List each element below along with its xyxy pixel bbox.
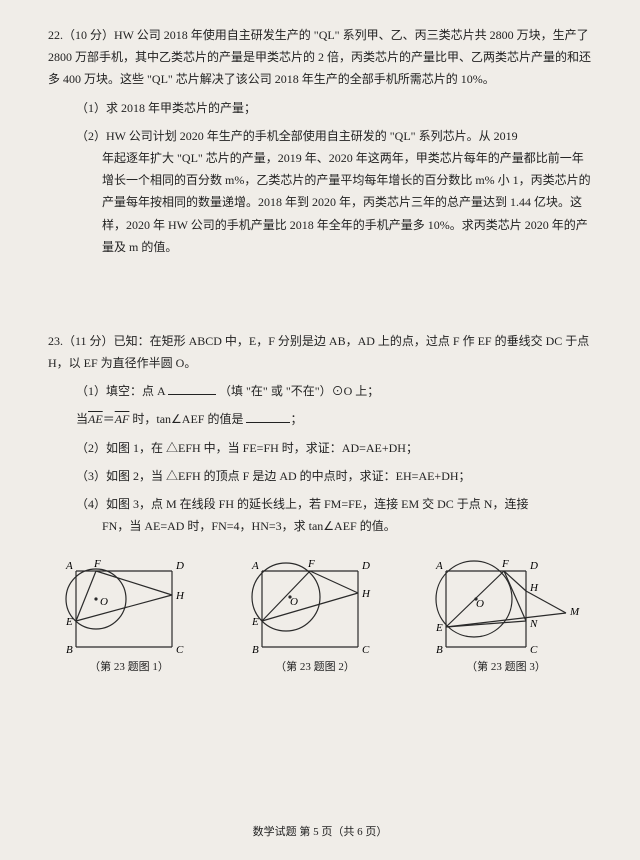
q23-head: 23.（11 分）已知：在矩形 ABCD 中，E，F 分别是边 AB，AD 上的… [48, 330, 592, 374]
svg-text:C: C [530, 644, 538, 655]
figure-row: AFDHOEBC （第 23 题图 1） AFDHOEBC （第 23 题图 2… [48, 555, 592, 677]
svg-text:H: H [175, 590, 185, 602]
arc-ae: AE [88, 412, 103, 426]
q23-part3: （3）如图 2，当 △EFH 的顶点 F 是边 AD 的中点时，求证：EH=AE… [48, 465, 592, 487]
svg-text:O: O [290, 596, 298, 608]
svg-text:D: D [361, 560, 370, 572]
q22-head-text: HW 公司 2018 年使用自主研发生产的 "QL" 系列甲、乙、丙三类芯片共 … [48, 28, 591, 86]
figure-1-col: A F D H O E B C （第 23 题图 1） [54, 555, 204, 677]
q22-number: 22. [48, 28, 63, 42]
figure-1: A F D H O E B C [54, 555, 204, 655]
q22-part2-body: 年起逐年扩大 "QL" 芯片的产量，2019 年、2020 年这两年，甲类芯片每… [48, 147, 592, 258]
q23-p1b: （填 "在" 或 "不在"）⊙O 上； [219, 384, 379, 398]
q23-part4a: （4）如图 3，点 M 在线段 FH 的延长线上，若 FM=FE，连接 EM 交… [48, 493, 592, 515]
svg-text:M: M [569, 606, 580, 618]
svg-text:F: F [93, 558, 101, 570]
q23-points: （11 分） [63, 334, 114, 348]
svg-text:E: E [435, 622, 443, 634]
figure-2-caption: （第 23 题图 2） [275, 657, 355, 677]
q23-part4b: FN，当 AE=AD 时，FN=4，HN=3，求 tan∠AEF 的值。 [48, 515, 592, 537]
svg-text:A: A [435, 560, 443, 572]
problem-23: 23.（11 分）已知：在矩形 ABCD 中，E，F 分别是边 AB，AD 上的… [48, 330, 592, 678]
svg-text:F: F [501, 558, 509, 570]
svg-text:F: F [307, 558, 315, 570]
q23-arc-line: 当AE＝AF 时，tan∠AEF 的值是 ； [48, 408, 592, 430]
page-footer: 数学试题 第 5 页（共 6 页） [0, 822, 640, 842]
svg-text:D: D [175, 560, 184, 572]
q23-head-text: 已知：在矩形 ABCD 中，E，F 分别是边 AB，AD 上的点，过点 F 作 … [48, 334, 589, 370]
figure-2-col: A F D H O E B C （第 23 题图 2） [240, 555, 390, 677]
q23-part1: （1）填空：点 A （填 "在" 或 "不在"）⊙O 上； [48, 380, 592, 402]
q22-head: 22.（10 分）HW 公司 2018 年使用自主研发生产的 "QL" 系列甲、… [48, 24, 592, 91]
svg-text:A: A [65, 560, 73, 572]
arc-c: ； [290, 412, 302, 426]
q23-number: 23. [48, 334, 63, 348]
svg-text:H: H [361, 588, 371, 600]
problem-22: 22.（10 分）HW 公司 2018 年使用自主研发生产的 "QL" 系列甲、… [48, 24, 592, 258]
q23-p1a: （1）填空：点 A [76, 384, 165, 398]
svg-text:B: B [66, 644, 73, 655]
svg-text:O: O [100, 596, 108, 608]
arc-b: 时，tan∠AEF 的值是 [129, 412, 243, 426]
blank-2 [246, 409, 290, 423]
figure-1-caption: （第 23 题图 1） [89, 657, 169, 677]
q22-part2-lead: （2）HW 公司计划 2020 年生产的手机全部使用自主研发的 "QL" 系列芯… [48, 125, 592, 147]
svg-text:H: H [529, 582, 539, 594]
svg-text:E: E [65, 616, 73, 628]
svg-text:A: A [251, 560, 259, 572]
figure-2: A F D H O E B C [240, 555, 390, 655]
q22-part1: （1）求 2018 年甲类芯片的产量； [48, 97, 592, 119]
q22-points: （10 分） [63, 28, 114, 42]
svg-text:N: N [529, 618, 538, 630]
svg-text:C: C [362, 644, 370, 655]
figure-3: A F DH O EB C N M [426, 555, 586, 655]
blank-1 [168, 381, 216, 395]
svg-text:O: O [476, 598, 484, 610]
svg-text:D: D [529, 560, 538, 572]
figure-3-col: A F DH O EB C N M （第 23 题图 3） [426, 555, 586, 677]
arc-a: 当 [76, 412, 88, 426]
svg-text:E: E [251, 616, 259, 628]
svg-text:C: C [176, 644, 184, 655]
arc-af: AF [115, 412, 130, 426]
svg-text:B: B [436, 644, 443, 655]
figure-3-caption: （第 23 题图 3） [466, 657, 546, 677]
arc-eq: ＝ [103, 412, 115, 426]
q23-part2: （2）如图 1，在 △EFH 中，当 FE=FH 时，求证：AD=AE+DH； [48, 437, 592, 459]
svg-text:B: B [252, 644, 259, 655]
